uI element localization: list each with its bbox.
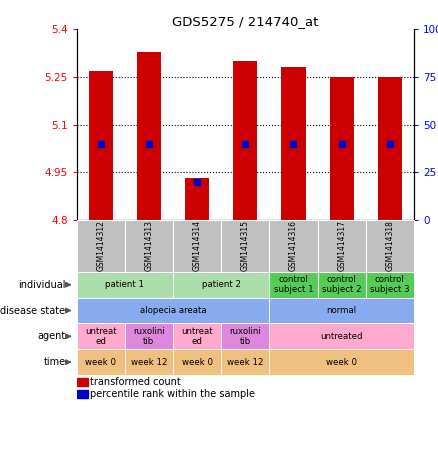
Text: normal: normal xyxy=(327,306,357,315)
Bar xyxy=(378,77,402,220)
Text: week 12: week 12 xyxy=(131,358,167,366)
Point xyxy=(338,140,345,147)
Text: untreated: untreated xyxy=(320,332,363,341)
Text: control
subject 2: control subject 2 xyxy=(322,275,361,294)
Text: patient 1: patient 1 xyxy=(105,280,145,289)
Text: disease state: disease state xyxy=(0,305,66,316)
Point xyxy=(97,140,104,147)
Text: time: time xyxy=(43,357,66,367)
Bar xyxy=(77,377,88,386)
Text: GSM1414312: GSM1414312 xyxy=(96,220,105,271)
Title: GDS5275 / 214740_at: GDS5275 / 214740_at xyxy=(172,15,318,28)
Text: agent: agent xyxy=(37,331,66,342)
Text: alopecia areata: alopecia areata xyxy=(140,306,206,315)
Text: control
subject 1: control subject 1 xyxy=(274,275,313,294)
Bar xyxy=(88,71,113,220)
Bar xyxy=(233,61,257,220)
Bar xyxy=(77,390,88,397)
Text: untreat
ed: untreat ed xyxy=(85,327,117,346)
Text: GSM1414316: GSM1414316 xyxy=(289,220,298,271)
Text: individual: individual xyxy=(18,280,66,290)
Bar xyxy=(281,67,305,220)
Text: transformed count: transformed count xyxy=(90,376,180,386)
Text: control
subject 3: control subject 3 xyxy=(370,275,410,294)
Point xyxy=(386,140,393,147)
Bar xyxy=(329,77,353,220)
Text: GSM1414315: GSM1414315 xyxy=(241,220,250,271)
Text: ruxolini
tib: ruxolini tib xyxy=(230,327,261,346)
Text: week 0: week 0 xyxy=(182,358,212,366)
Point xyxy=(194,178,201,185)
Text: week 12: week 12 xyxy=(227,358,264,366)
Point xyxy=(145,140,152,147)
Text: patient 2: patient 2 xyxy=(201,280,241,289)
Bar xyxy=(137,52,161,220)
Point xyxy=(242,140,249,147)
Text: untreat
ed: untreat ed xyxy=(181,327,213,346)
Text: GSM1414317: GSM1414317 xyxy=(337,220,346,271)
Text: GSM1414318: GSM1414318 xyxy=(385,220,394,271)
Text: GSM1414313: GSM1414313 xyxy=(145,220,153,271)
Text: percentile rank within the sample: percentile rank within the sample xyxy=(90,389,255,399)
Text: GSM1414314: GSM1414314 xyxy=(193,220,201,271)
Text: week 0: week 0 xyxy=(85,358,116,366)
Point xyxy=(290,140,297,147)
Bar xyxy=(185,178,209,220)
Text: ruxolini
tib: ruxolini tib xyxy=(133,327,165,346)
Text: week 0: week 0 xyxy=(326,358,357,366)
